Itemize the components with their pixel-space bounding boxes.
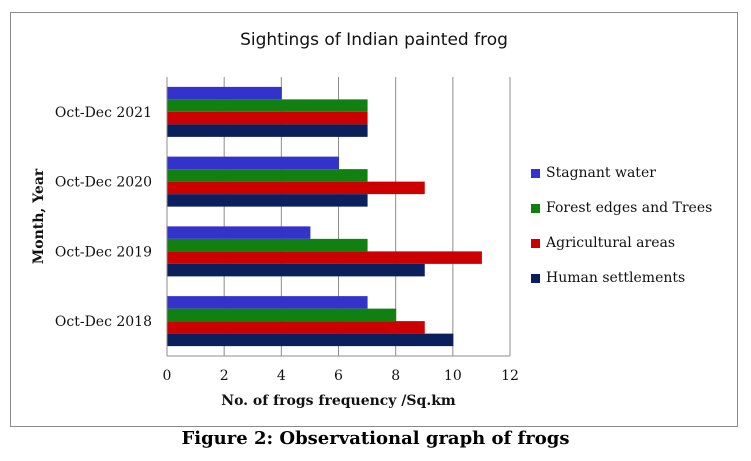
bar [167,86,282,100]
legend-swatch [531,203,540,213]
bar [167,124,368,137]
legend-item: Forest edges and Trees [531,198,712,218]
x-tick-label: 0 [163,368,172,384]
bar [167,194,368,207]
legend-swatch [531,238,540,248]
x-tick-label: 10 [444,368,462,384]
y-tick-label: Oct-Dec 2018 [55,314,152,330]
chart-title: Sightings of Indian painted frog [240,30,508,50]
legend-item: Agricultural areas [531,233,675,253]
x-tick-label: 12 [501,368,519,384]
x-tick-label: 8 [391,368,400,384]
bar [167,333,454,347]
y-tick-label: Oct-Dec 2020 [55,175,152,191]
figure-caption: Figure 2: Observational graph of frogs [181,428,570,449]
bar [167,111,368,125]
bar [167,251,482,264]
bar [167,238,368,252]
bar [167,263,425,277]
y-axis-title: Month, Year [31,168,47,264]
bar [167,169,368,182]
legend-swatch [531,168,540,178]
legend-swatch [531,273,540,283]
legend-label: Human settlements [546,270,686,286]
bar [167,99,368,112]
bar [167,181,425,195]
x-tick-label: 2 [220,368,229,384]
y-tick-label: Oct-Dec 2019 [55,244,152,260]
legend-item: Human settlements [531,268,685,288]
x-tick-label: 6 [334,368,343,384]
legend-label: Agricultural areas [546,235,676,251]
legend-label: Stagnant water [546,165,656,181]
chart-frame [10,12,738,427]
legend-item: Stagnant water [531,163,656,183]
bar [167,308,397,322]
bar [167,321,425,334]
y-tick-label: Oct-Dec 2021 [55,105,152,121]
x-tick-label: 4 [277,368,286,384]
legend-label: Forest edges and Trees [546,200,713,216]
bar [167,296,368,309]
x-axis-title: No. of frogs frequency /Sq.km [221,393,456,409]
bar [167,226,311,239]
bar [167,156,339,170]
